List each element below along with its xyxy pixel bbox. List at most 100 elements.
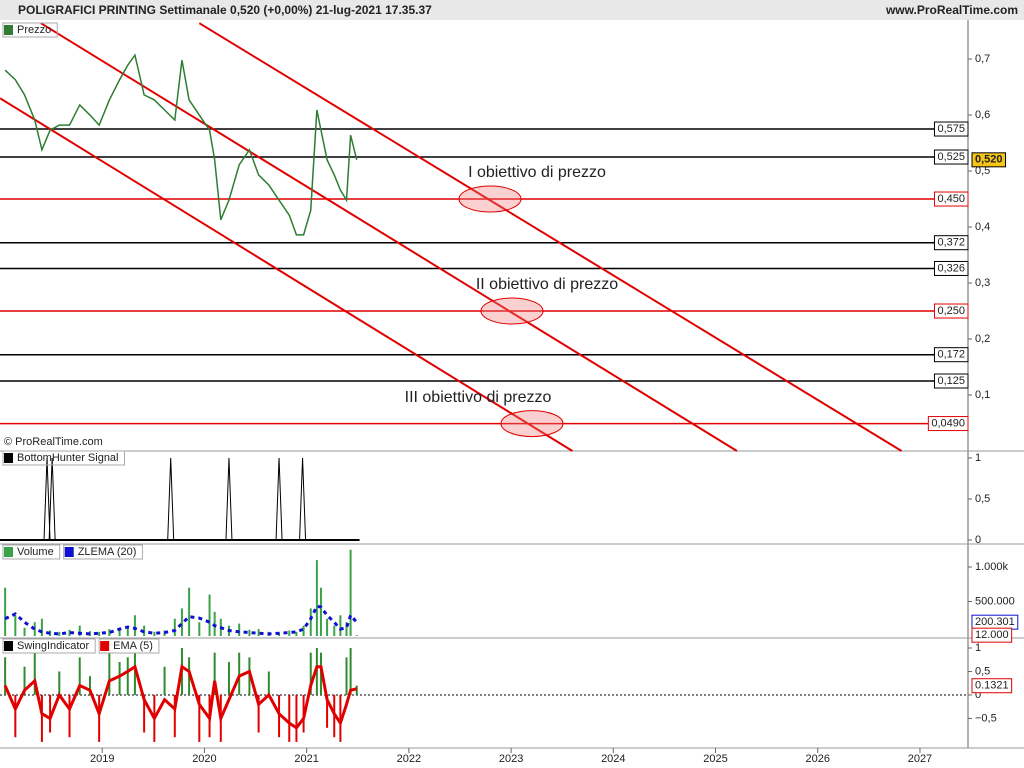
target-ellipse [480, 297, 544, 325]
y-tick-label: 0,5 [975, 165, 990, 177]
swing-bar [267, 671, 270, 695]
x-tick-label: 2024 [601, 753, 625, 765]
x-tick-label: 2021 [294, 753, 318, 765]
legend-swatch [4, 453, 13, 463]
swing-bar [198, 694, 201, 742]
ema-line [3, 664, 358, 730]
x-tick-label: 2022 [397, 753, 421, 765]
legend-box [2, 638, 96, 654]
channel-line [40, 22, 738, 452]
copyright: © ProRealTime.com [4, 436, 103, 448]
volume-bar [4, 587, 7, 636]
swing-bar [4, 657, 7, 695]
volume-bar [108, 629, 111, 636]
volume-bar [326, 618, 329, 636]
zlema-line [4, 604, 358, 636]
value-label: 0,326 [937, 262, 965, 274]
swing-bar [288, 694, 291, 742]
y-tick-label: 1 [975, 642, 981, 654]
swing-bar [108, 652, 111, 695]
swing-bar [227, 662, 230, 695]
value-label: 12.000 [975, 629, 1009, 641]
value-label: 0,372 [937, 237, 965, 249]
y-tick-label: 0,3 [975, 277, 990, 289]
value-label-box [933, 191, 969, 207]
value-label: 0,250 [937, 305, 965, 317]
volume-bar [126, 627, 129, 636]
legend-swatch [64, 547, 74, 557]
swing-bar [58, 671, 61, 695]
volume-bar [208, 594, 211, 636]
value-label-box [933, 235, 969, 251]
swing-bar [68, 694, 71, 738]
volume-bar [188, 587, 191, 636]
value-label-box [933, 121, 969, 137]
legend-label: Volume [17, 546, 54, 558]
legend-label: SwingIndicator [17, 640, 89, 652]
swing-bar [98, 694, 101, 742]
volume-bar [40, 618, 43, 636]
volume-bar [288, 630, 291, 636]
legend-box [98, 638, 160, 654]
y-tick-label: −0,5 [975, 712, 997, 724]
volume-bar [302, 625, 305, 636]
y-tick-label: 0,4 [975, 221, 990, 233]
header-site: www.ProRealTime.com [885, 3, 1018, 17]
legend-box [2, 544, 61, 560]
volume-bar [133, 615, 136, 636]
swing-bar [143, 694, 146, 733]
value-label: 0,125 [937, 375, 965, 387]
y-tick-label: 1.000k [975, 561, 1009, 573]
legend-swatch [4, 547, 13, 557]
legend-swatch [4, 641, 13, 651]
legend-label: Prezzo [17, 24, 51, 36]
volume-bar [98, 631, 101, 636]
value-label-box [933, 260, 969, 276]
swing-bar [213, 652, 216, 695]
header-bar [0, 0, 1024, 20]
volume-bar [14, 615, 17, 636]
price-line [4, 53, 358, 236]
volume-bar [68, 629, 71, 636]
x-tick-label: 2019 [90, 753, 114, 765]
signal-spike [275, 457, 283, 541]
value-label: 0,575 [937, 123, 965, 135]
annotation: I obiettivo di prezzo [468, 164, 606, 181]
volume-bar [118, 630, 121, 636]
volume-bar [339, 615, 342, 636]
y-tick-label: 0 [975, 689, 981, 701]
y-tick-label: 500.000 [975, 595, 1015, 607]
y-tick-label: 0,1 [975, 389, 990, 401]
swing-bar [349, 647, 352, 695]
legend-swatch [100, 641, 110, 651]
volume-bar [257, 629, 260, 636]
volume-bar [173, 618, 176, 636]
annotation: II obiettivo di prezzo [476, 276, 618, 293]
swing-bar [173, 694, 176, 738]
volume-bar [315, 560, 318, 636]
y-tick-label: 0,7 [975, 53, 990, 65]
swing-bar [295, 694, 298, 742]
signal-spike [225, 457, 233, 541]
y-tick-label: 0,6 [975, 109, 990, 121]
x-tick-label: 2023 [499, 753, 523, 765]
target-ellipse [458, 185, 522, 213]
value-label: 200.301 [975, 616, 1015, 628]
swing-bar [118, 662, 121, 695]
value-label-box [927, 416, 969, 432]
swing-bar [257, 694, 260, 733]
volume-bar [333, 625, 336, 636]
legend-label: ZLEMA (20) [78, 546, 137, 558]
legend-box [63, 544, 143, 560]
volume-bar [198, 622, 201, 636]
swing-bar [14, 694, 17, 738]
signal-spike [167, 457, 175, 541]
volume-bar [78, 625, 81, 636]
legend-label: EMA (5) [113, 640, 153, 652]
signal-spike [43, 457, 51, 541]
legend-swatch [4, 25, 13, 35]
legend-box [2, 450, 125, 466]
header-title: POLIGRAFICI PRINTING Settimanale 0,520 (… [18, 3, 432, 17]
volume-bar [349, 549, 352, 636]
